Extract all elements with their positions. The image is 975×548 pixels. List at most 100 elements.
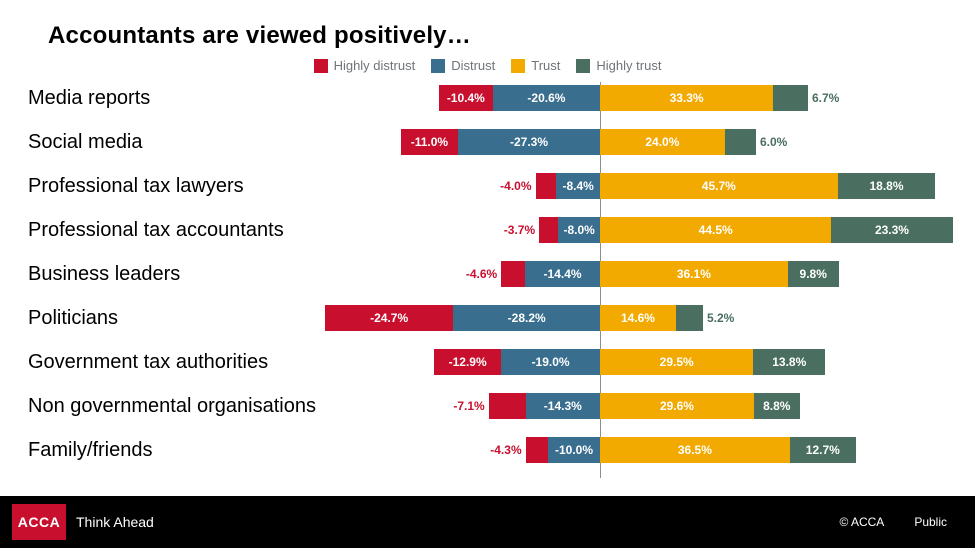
bar-value-label: -8.4%	[558, 173, 597, 199]
bar-segment-distrust: -8.0%	[558, 217, 600, 243]
bar-segment-highly-trust: 5.2%	[676, 305, 703, 331]
bar-value-label: 29.6%	[656, 393, 698, 419]
bar-value-label: 18.8%	[865, 173, 907, 199]
bar-segment-distrust: -10.0%	[548, 437, 600, 463]
bar-value-label: 5.2%	[703, 305, 738, 331]
legend-swatch	[314, 59, 328, 73]
diverging-bar-chart: Media reports-20.6%-10.4%33.3%6.7%Social…	[0, 82, 975, 490]
bar-value-label: -10.4%	[443, 85, 489, 111]
slide-title: Accountants are viewed positively…	[48, 22, 471, 50]
bar-value-label: -4.3%	[486, 437, 525, 463]
bar-value-label: 13.8%	[768, 349, 810, 375]
bar-segment-highly-distrust: -11.0%	[401, 129, 458, 155]
legend-item-distrust: Distrust	[431, 58, 495, 73]
bar-value-label: -10.0%	[551, 437, 597, 463]
legend-label: Highly trust	[596, 58, 661, 73]
bar-value-label: 45.7%	[698, 173, 740, 199]
chart-row: Non governmental organisations-14.3%-7.1…	[0, 390, 975, 422]
chart-legend: Highly distrust Distrust Trust Highly tr…	[0, 58, 975, 73]
bar-segment-highly-trust: 18.8%	[838, 173, 936, 199]
legend-label: Distrust	[451, 58, 495, 73]
chart-row: Media reports-20.6%-10.4%33.3%6.7%	[0, 82, 975, 114]
footer-classification: Public	[914, 515, 947, 529]
legend-swatch	[431, 59, 445, 73]
bar-value-label: -20.6%	[523, 85, 569, 111]
bar-value-label: -4.0%	[496, 173, 535, 199]
bar-segment-highly-trust: 6.0%	[725, 129, 756, 155]
bar-segment-highly-distrust: -4.6%	[501, 261, 525, 287]
footer-copyright: © ACCA	[839, 515, 884, 529]
bar-value-label: 36.1%	[673, 261, 715, 287]
bar-segment-distrust: -19.0%	[501, 349, 600, 375]
bar-value-label: -3.7%	[500, 217, 539, 243]
bar-area: -8.0%-3.7%44.5%23.3%	[0, 217, 975, 243]
bar-area: -10.0%-4.3%36.5%12.7%	[0, 437, 975, 463]
bar-segment-highly-distrust: -10.4%	[439, 85, 493, 111]
bar-value-label: 6.7%	[808, 85, 843, 111]
legend-swatch	[511, 59, 525, 73]
legend-item-trust: Trust	[511, 58, 560, 73]
bar-segment-trust: 33.3%	[600, 85, 773, 111]
bar-value-label: 36.5%	[674, 437, 716, 463]
bar-segment-distrust: -20.6%	[493, 85, 600, 111]
bar-value-label: -14.3%	[540, 393, 586, 419]
bar-segment-trust: 24.0%	[600, 129, 725, 155]
bar-area: -28.2% -24.7% 14.6% 5.2%	[0, 305, 975, 331]
bar-segment-highly-trust: 9.8%	[788, 261, 839, 287]
legend-label: Highly distrust	[334, 58, 416, 73]
bar-segment-trust: 36.5%	[600, 437, 790, 463]
bar-value-label: -8.0%	[560, 217, 599, 243]
bar-segment-highly-trust: 13.8%	[753, 349, 825, 375]
bar-segment-trust: 29.6%	[600, 393, 754, 419]
bar-value-label: 6.0%	[756, 129, 791, 155]
bar-value-label: 14.6%	[617, 305, 659, 331]
chart-row: Politicians-28.2%-24.7%14.6%5.2%	[0, 302, 975, 334]
footer-tagline: Think Ahead	[76, 514, 154, 530]
bar-value-label: -28.2%	[504, 305, 550, 331]
bar-value-label: 23.3%	[871, 217, 913, 243]
bar-area: -20.6% -10.4% 33.3% 6.7%	[0, 85, 975, 111]
bar-segment-highly-distrust: -12.9%	[434, 349, 501, 375]
slide-footer: ACCA Think Ahead © ACCA Public	[0, 496, 975, 548]
bar-value-label: 9.8%	[796, 261, 831, 287]
bar-segment-trust: 45.7%	[600, 173, 838, 199]
bar-value-label: -4.6%	[462, 261, 501, 287]
bar-segment-trust: 44.5%	[600, 217, 831, 243]
acca-logo: ACCA	[12, 504, 66, 540]
bar-segment-trust: 36.1%	[600, 261, 788, 287]
bar-value-label: -19.0%	[528, 349, 574, 375]
bar-segment-distrust: -14.4%	[525, 261, 600, 287]
bar-value-label: 29.5%	[656, 349, 698, 375]
bar-segment-highly-distrust: -7.1%	[489, 393, 526, 419]
bar-area: -14.3% -7.1% 29.6% 8.8%	[0, 393, 975, 419]
bar-value-label: -14.4%	[540, 261, 586, 287]
bar-area: -27.3%-11.0%24.0%6.0%	[0, 129, 975, 155]
bar-segment-highly-trust: 23.3%	[831, 217, 952, 243]
bar-segment-trust: 14.6%	[600, 305, 676, 331]
bar-segment-highly-trust: 8.8%	[754, 393, 800, 419]
bar-segment-distrust: -14.3%	[526, 393, 600, 419]
bar-segment-highly-distrust: -4.3%	[526, 437, 548, 463]
bar-area: -19.0% -12.9% 29.5% 13.8%	[0, 349, 975, 375]
bar-segment-distrust: -8.4%	[556, 173, 600, 199]
legend-item-highly-distrust: Highly distrust	[314, 58, 416, 73]
bar-value-label: 33.3%	[666, 85, 708, 111]
bar-value-label: -7.1%	[449, 393, 488, 419]
bar-value-label: -11.0%	[407, 129, 452, 155]
chart-row: Professional tax accountants-8.0%-3.7%44…	[0, 214, 975, 246]
bar-value-label: 12.7%	[802, 437, 844, 463]
bar-segment-highly-distrust: -24.7%	[325, 305, 453, 331]
bar-segment-highly-trust: 12.7%	[790, 437, 856, 463]
legend-label: Trust	[531, 58, 560, 73]
legend-swatch	[576, 59, 590, 73]
bar-value-label: -12.9%	[445, 349, 491, 375]
bar-segment-trust: 29.5%	[600, 349, 753, 375]
bar-segment-distrust: -28.2%	[453, 305, 600, 331]
chart-row: Professional tax lawyers-8.4%-4.0%45.7%1…	[0, 170, 975, 202]
bar-segment-highly-distrust: -3.7%	[539, 217, 558, 243]
bar-value-label: 44.5%	[695, 217, 737, 243]
bar-value-label: -27.3%	[506, 129, 552, 155]
bar-value-label: 8.8%	[759, 393, 794, 419]
chart-row: Government tax authorities-19.0%-12.9%29…	[0, 346, 975, 378]
bar-segment-highly-distrust: -4.0%	[536, 173, 557, 199]
